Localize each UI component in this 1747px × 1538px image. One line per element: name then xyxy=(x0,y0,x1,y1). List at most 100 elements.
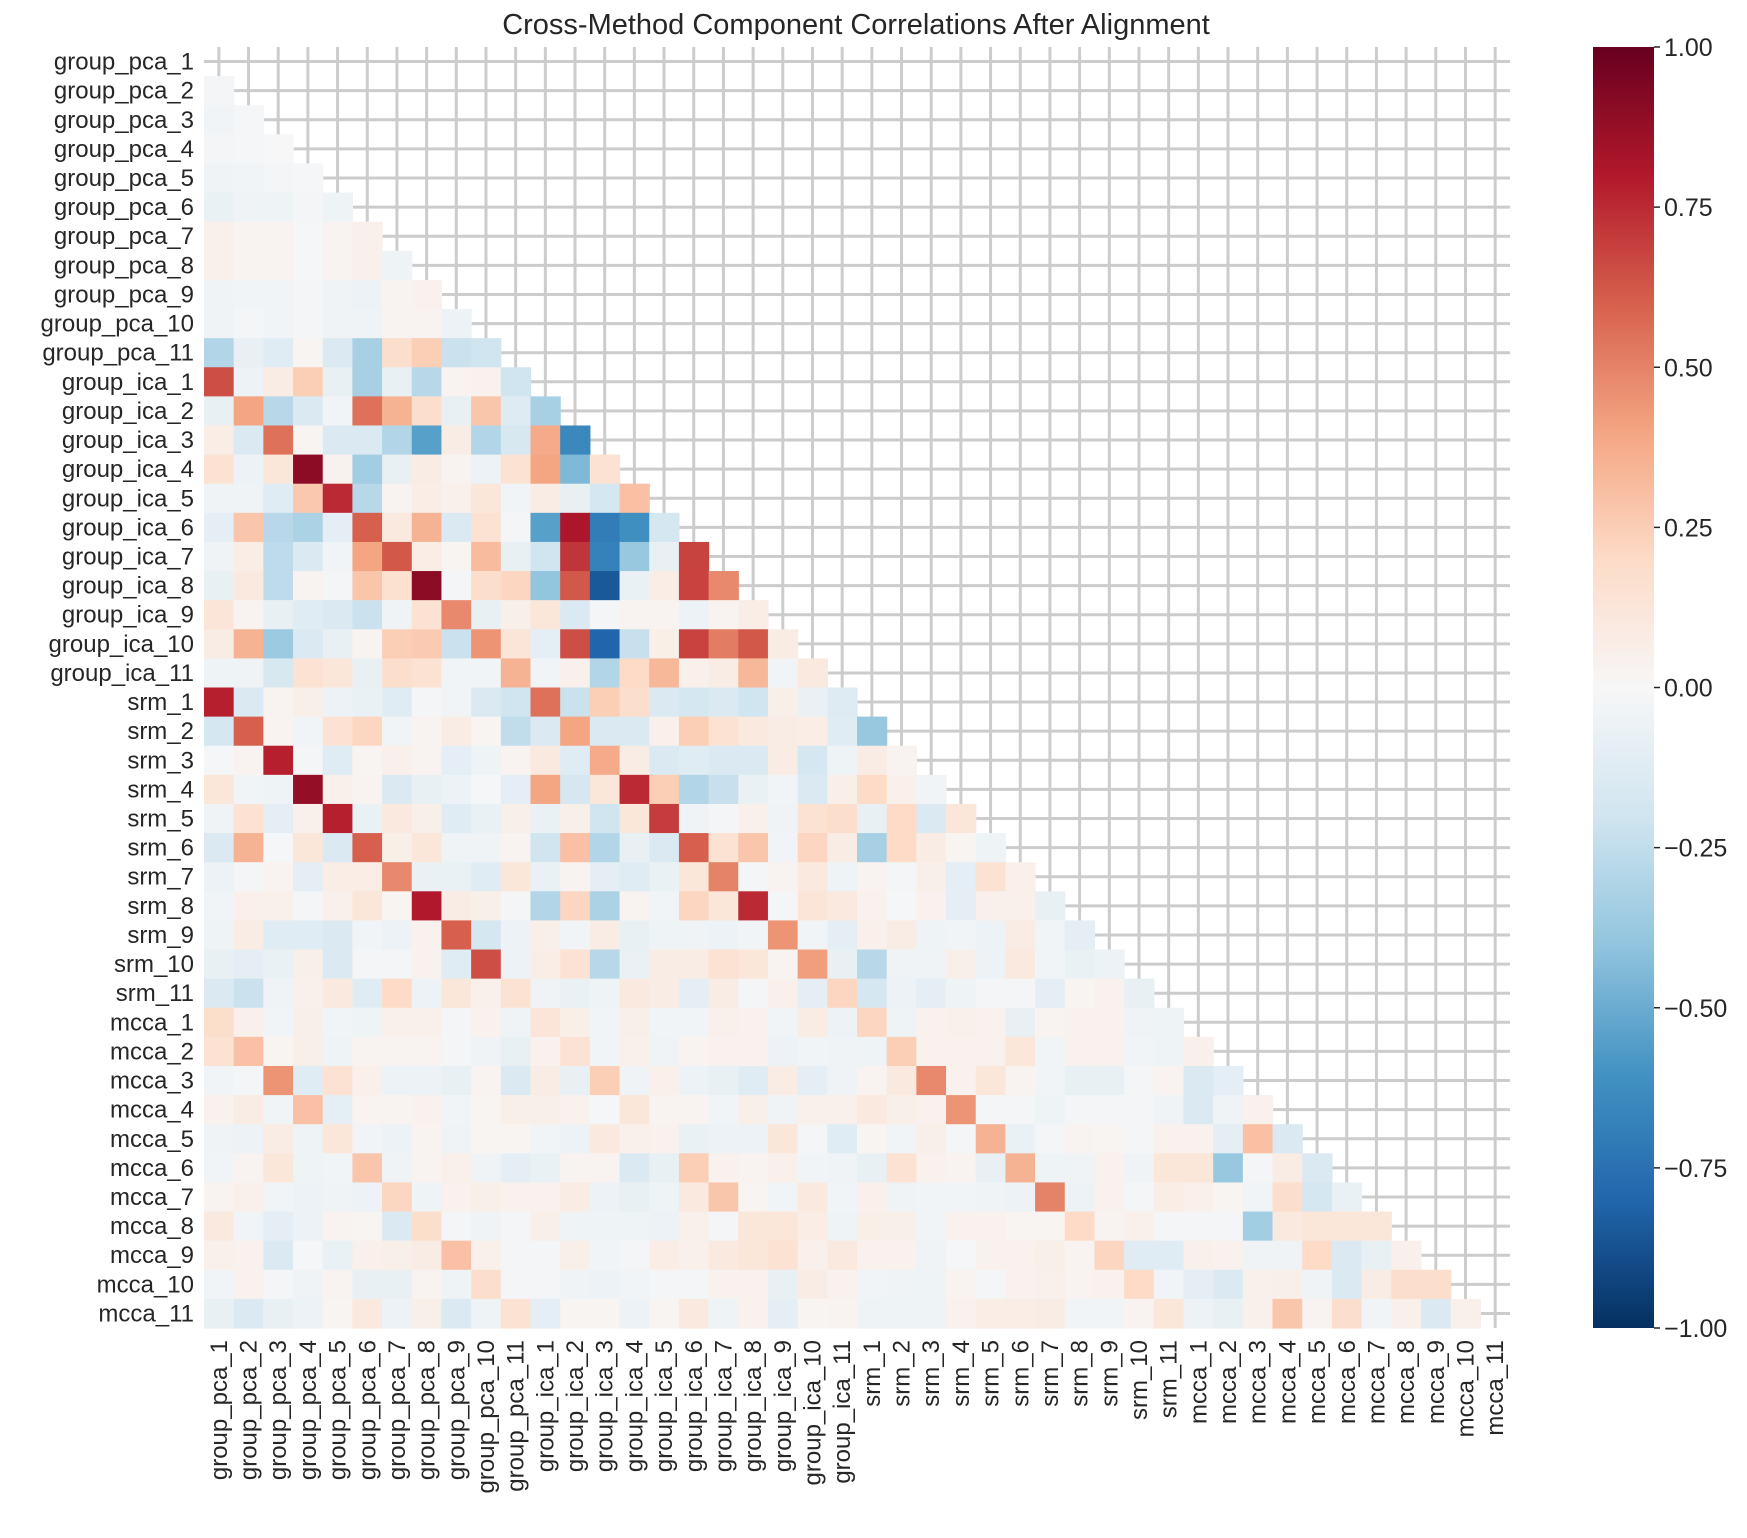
y-tick-label: group_pca_10 xyxy=(41,311,194,338)
heatmap-cell: group_ica_8 / group_ica_3: -0.85 xyxy=(589,571,621,601)
heatmap-cell: mcca_2 / srm_11: -0.05 xyxy=(1153,1036,1185,1067)
heatmap-cell: group_ica_9 / group_pca_6: -0.22 xyxy=(352,600,383,630)
x-tick-label: group_pca_5 xyxy=(325,1340,352,1480)
heatmap-cell: srm_10 / group_ica_1: 0.07 xyxy=(530,949,561,980)
heatmap-cell: srm_1 / group_pca_11: -0.2 xyxy=(500,687,532,718)
heatmap-cell: mcca_3 / srm_3: 0.48 xyxy=(916,1065,947,1096)
heatmap-cell: mcca_10 / group_pca_2: 0.04 xyxy=(233,1269,264,1300)
heatmap-cell: mcca_10 / group_pca_3: -0.02 xyxy=(263,1269,294,1300)
heatmap-cell: srm_9 / group_pca_4: -0.12 xyxy=(293,920,324,951)
heatmap-cell: mcca_5 / group_ica_8: -0.06 xyxy=(738,1124,769,1154)
heatmap-cell: mcca_2 / group_ica_4: 0.05 xyxy=(619,1036,650,1067)
heatmap-cell: srm_5 / group_pca_6: -0.07 xyxy=(352,803,383,834)
heatmap-cell: srm_3 / group_ica_2: -0.12 xyxy=(560,745,591,776)
y-tick-label: srm_3 xyxy=(127,747,194,774)
heatmap-cell: srm_1 / group_ica_4: 0.18 xyxy=(619,687,650,718)
heatmap-cell: srm_10 / group_pca_10: 0.65 xyxy=(471,949,502,980)
heatmap-cell: mcca_11 / group_ica_1: -0.1 xyxy=(530,1298,561,1329)
heatmap-cell: group_ica_11 / group_pca_7: 0.18 xyxy=(382,658,413,689)
heatmap-cell: mcca_3 / group_pca_10: 0.03 xyxy=(471,1065,502,1096)
heatmap-cell: group_ica_10 / group_ica_6: 0.68 xyxy=(678,629,710,659)
heatmap-cell: mcca_11 / group_pca_7: -0.06 xyxy=(382,1298,413,1329)
heatmap-cell: srm_8 / group_pca_2: 0.05 xyxy=(233,891,264,922)
heatmap-cell: mcca_2 / group_pca_6: 0.03 xyxy=(352,1036,383,1067)
heatmap-cell: mcca_10 / group_ica_11: 0.04 xyxy=(827,1269,858,1300)
heatmap-cell: srm_2 / group_pca_3: 0.03 xyxy=(263,716,294,747)
heatmap-cell: mcca_8 / group_ica_3: -0.05 xyxy=(589,1211,621,1242)
heatmap-cell: srm_11 / srm_1: -0.18 xyxy=(857,978,888,1009)
heatmap-cell: group_ica_6 / group_pca_5: -0.1 xyxy=(322,512,354,543)
heatmap-cell: mcca_8 / group_pca_7: -0.15 xyxy=(382,1211,413,1242)
y-tick-labels: group_pca_1group_pca_2group_pca_3group_p… xyxy=(41,49,194,1328)
heatmap-cell: group_ica_8 / group_pca_10: 0.18 xyxy=(471,571,502,601)
heatmap-cell: srm_3 / group_ica_10: -0.18 xyxy=(797,745,828,776)
heatmap-cell: group_ica_11 / group_pca_3: -0.17 xyxy=(263,658,294,689)
heatmap-cell: mcca_6 / group_ica_2: 0.03 xyxy=(560,1153,591,1184)
heatmap-cell: srm_1 / group_pca_3: 0.03 xyxy=(263,687,294,718)
heatmap-cell: mcca_4 / srm_9: -0.02 xyxy=(1094,1095,1125,1125)
heatmap-cell: group_ica_2 / group_pca_9: -0.08 xyxy=(441,396,472,427)
heatmap-cell: mcca_5 / mcca_1: 0.04 xyxy=(1183,1124,1214,1154)
heatmap-cell: group_ica_10 / group_pca_1: 0.08 xyxy=(204,629,235,659)
heatmap-cell: mcca_10 / mcca_8: 0.18 xyxy=(1391,1269,1422,1300)
heatmap-cell: srm_7 / group_pca_6: 0.07 xyxy=(352,862,383,892)
heatmap-cell: mcca_11 / srm_11: 0.12 xyxy=(1153,1298,1185,1329)
heatmap-cell: mcca_2 / srm_7: -0.03 xyxy=(1035,1036,1066,1067)
heatmap-cell: group_ica_10 / group_pca_10: 0.45 xyxy=(471,629,502,659)
x-tick-label: srm_9 xyxy=(1096,1340,1123,1407)
heatmap-cell: srm_10 / group_pca_5: -0.15 xyxy=(322,949,354,980)
heatmap-cell: mcca_7 / srm_5: -0.04 xyxy=(975,1182,1007,1213)
heatmap-cell: mcca_7 / group_pca_11: 0.04 xyxy=(500,1182,532,1213)
heatmap-cell: group_ica_6 / group_pca_3: -0.28 xyxy=(263,512,294,543)
heatmap-cell: group_ica_8 / group_ica_4: -0.07 xyxy=(619,571,650,601)
heatmap-cell: mcca_8 / mcca_3: -0.35 xyxy=(1242,1211,1274,1242)
heatmap-cell: mcca_6 / srm_3: 0.04 xyxy=(916,1153,947,1184)
heatmap-cell: group_ica_6 / group_pca_9: -0.15 xyxy=(441,512,472,543)
heatmap-cell: srm_7 / group_ica_11: -0.05 xyxy=(827,862,858,892)
heatmap-cell: srm_8 / group_ica_3: -0.32 xyxy=(589,891,621,922)
heatmap-cell: mcca_11 / mcca_1: -0.06 xyxy=(1183,1298,1214,1329)
heatmap-cell: srm_4 / group_pca_7: -0.15 xyxy=(382,774,413,805)
heatmap-cell: srm_2 / group_pca_10: 0.02 xyxy=(471,716,502,747)
y-tick-label: mcca_3 xyxy=(110,1068,194,1095)
heatmap-cell: srm_1 / group_pca_10: -0.15 xyxy=(471,687,502,718)
heatmap-cell: mcca_8 / srm_7: 0.02 xyxy=(1035,1211,1066,1242)
y-tick-label: group_pca_4 xyxy=(54,136,194,163)
heatmap-cell: group_ica_7 / group_pca_11: -0.08 xyxy=(500,541,532,572)
x-tick-label: group_pca_1 xyxy=(206,1340,233,1480)
heatmap-cell: mcca_6 / mcca_2: -0.38 xyxy=(1213,1153,1244,1184)
heatmap-cell: group_pca_8 / group_pca_6: 0.05 xyxy=(352,250,383,281)
heatmap-cell: srm_11 / srm_5: -0.02 xyxy=(975,978,1007,1009)
heatmap-cell: mcca_1 / group_ica_2: 0.06 xyxy=(560,1007,591,1038)
heatmap-cell: mcca_1 / group_pca_2: 0.05 xyxy=(233,1007,264,1038)
heatmap-cell: group_ica_4 / group_pca_8: 0.08 xyxy=(411,454,443,485)
heatmap-cell: group_ica_11 / group_ica_3: -0.3 xyxy=(589,658,621,689)
heatmap-cell: group_pca_11 / group_pca_2: -0.08 xyxy=(233,338,264,368)
heatmap-cell: mcca_3 / srm_6: 0.03 xyxy=(1005,1065,1036,1096)
y-tick-label: mcca_10 xyxy=(97,1271,194,1298)
y-tick-label: mcca_4 xyxy=(110,1097,194,1124)
y-tick-label: group_ica_7 xyxy=(62,543,194,570)
heatmap-cell: mcca_1 / group_ica_8: 0.04 xyxy=(738,1007,769,1038)
heatmap-cell: srm_6 / group_pca_5: -0.15 xyxy=(322,833,354,863)
colorbar xyxy=(1593,47,1654,1328)
heatmap-cell: mcca_7 / mcca_4: 0.18 xyxy=(1272,1182,1303,1213)
heatmap-cell: group_ica_10 / group_ica_5: 0.06 xyxy=(649,629,680,659)
heatmap-cell: srm_4 / group_ica_11: 0.06 xyxy=(827,774,858,805)
heatmap-cell: mcca_3 / mcca_2: -0.1 xyxy=(1213,1065,1244,1096)
heatmap-cell: group_ica_7 / group_ica_1: -0.2 xyxy=(530,541,561,572)
heatmap-cell: srm_2 / group_pca_7: -0.03 xyxy=(382,716,413,747)
heatmap-cell: srm_11 / group_ica_11: 0.22 xyxy=(827,978,858,1009)
heatmap-cell: group_ica_6 / group_pca_7: 0.1 xyxy=(382,512,413,543)
heatmap-cell: srm_10 / srm_7: -0.03 xyxy=(1035,949,1066,980)
heatmap-cell: srm_8 / group_pca_10: 0.06 xyxy=(471,891,502,922)
heatmap-cell: mcca_3 / group_ica_3: 0.25 xyxy=(589,1065,621,1096)
heatmap-cell: srm_9 / group_ica_7: -0.06 xyxy=(708,920,739,951)
heatmap-cell: mcca_9 / group_pca_2: 0.04 xyxy=(233,1240,264,1271)
heatmap-cell: mcca_3 / srm_5: 0.12 xyxy=(975,1065,1007,1096)
heatmap-cell: mcca_10 / group_ica_7: 0.04 xyxy=(708,1269,739,1300)
x-tick-label: group_ica_6 xyxy=(681,1340,708,1472)
heatmap-cell: srm_6 / group_ica_1: -0.2 xyxy=(530,833,561,863)
heatmap-cell: mcca_3 / srm_1: 0.03 xyxy=(857,1065,888,1096)
x-tick-label: group_ica_7 xyxy=(710,1340,737,1472)
